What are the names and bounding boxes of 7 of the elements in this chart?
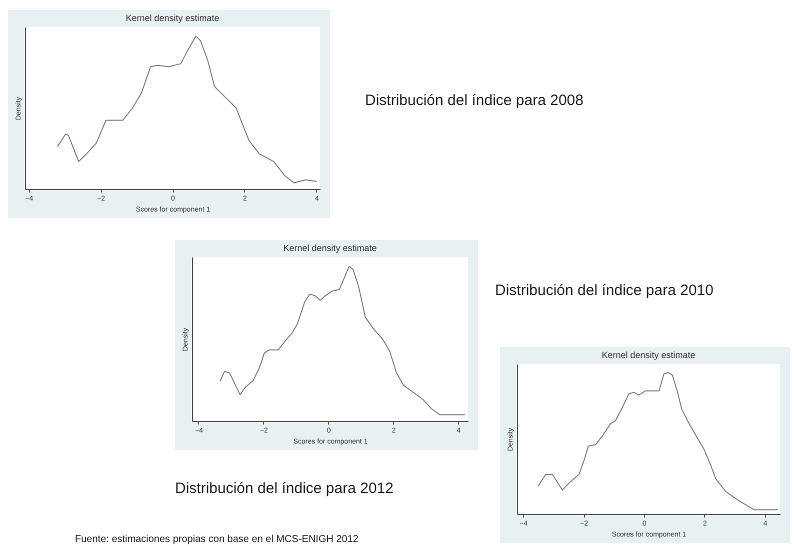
text: Distribución del índice para 2012: [175, 480, 394, 497]
source-note: Fuente: estimaciones propias con base en el MCS-ENIGH 2012: [75, 534, 358, 545]
chart-title: Kernel density estimate: [602, 350, 696, 360]
text: Distribución del índice para 2010: [495, 282, 714, 299]
chart-title: Kernel density estimate: [283, 243, 377, 253]
text: Distribución del índice para 2008: [365, 92, 584, 109]
chart-title: Kernel density estimate: [126, 13, 220, 23]
